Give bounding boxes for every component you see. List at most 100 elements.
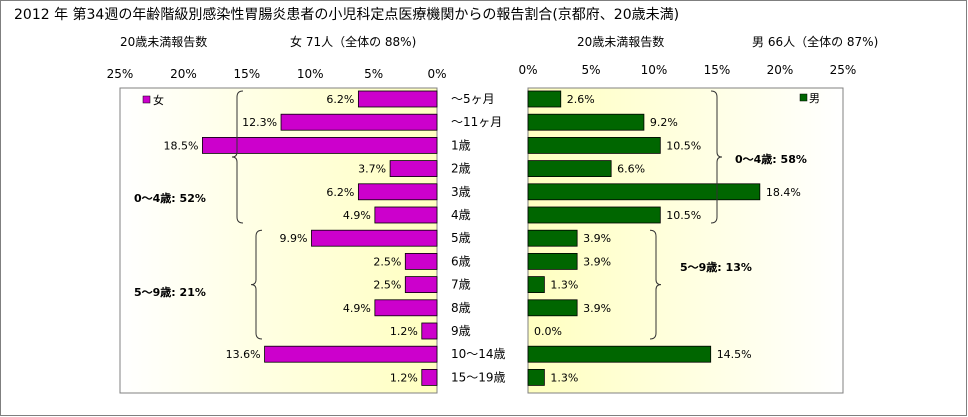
group-label: 0～4歳: 58% <box>735 152 807 166</box>
female-bar <box>374 206 438 224</box>
left-bars: 6.2%12.3%18.5%3.7%6.2%4.9%9.9%2.5%2.5%4.… <box>163 90 438 386</box>
female-value-label: 4.9% <box>343 209 371 222</box>
male-bar <box>527 136 661 154</box>
male-bar <box>527 206 661 224</box>
age-group-brackets: 0～4歳: 52% 5～9歳: 21% 0～4歳: 58% 5～9歳: 13% <box>134 90 807 340</box>
male-bar <box>527 345 712 363</box>
right-tick-label: 10% <box>641 63 668 77</box>
left-tick-label: 10% <box>297 67 324 81</box>
male-value-label: 0.0% <box>534 325 562 338</box>
male-value-label: 18.4% <box>766 186 801 199</box>
category-label: 3歳 <box>451 185 471 199</box>
category-label: ～5ヶ月 <box>451 92 495 106</box>
chart-title: 2012 年 第34週の年齢階級別感染性胃腸炎患者の小児科定点医療機関からの報告… <box>14 6 679 23</box>
male-value-label: 3.9% <box>583 302 611 315</box>
female-value-label: 3.7% <box>358 163 386 176</box>
right-header-label: 20歳未満報告数 <box>577 34 664 49</box>
male-bar <box>527 113 645 131</box>
male-bar <box>527 229 578 247</box>
right-tick-label: 20% <box>767 63 794 77</box>
left-tick-label: 0% <box>427 67 446 81</box>
category-label: 10～14歳 <box>451 347 506 361</box>
female-value-label: 2.5% <box>373 279 401 292</box>
female-value-label: 6.2% <box>326 186 354 199</box>
legend-female-label: 女 <box>153 93 164 107</box>
group-label: 0～4歳: 52% <box>134 191 206 205</box>
male-bar <box>527 276 545 294</box>
category-labels: ～5ヶ月 ～11ヶ月 1歳 2歳 3歳 4歳 5歳 6歳 7歳 8歳 9歳 10～14歳 15～19歳 <box>451 92 506 384</box>
right-bars: 2.6% 9.2% 10.5% 6.6% 18.4% 10.5% 3.9% 3.9% 1.3% 3… <box>527 90 801 386</box>
category-label: 6歳 <box>451 254 471 268</box>
category-label: 8歳 <box>451 301 471 315</box>
group-bracket <box>250 229 263 340</box>
male-value-label: 3.9% <box>583 232 611 245</box>
right-tick-label: 15% <box>704 63 731 77</box>
female-value-label: 2.5% <box>373 255 401 268</box>
legend-male: 男 <box>799 92 820 105</box>
left-header-summary: 女 71人（全体の 88%) <box>290 34 416 49</box>
male-value-label: 1.3% <box>550 279 578 292</box>
category-label: 2歳 <box>451 162 471 176</box>
left-tick-label: 20% <box>170 67 197 81</box>
left-tick-label: 15% <box>233 67 260 81</box>
legend-male-label: 男 <box>809 92 820 105</box>
right-tick-label: 25% <box>830 63 857 77</box>
category-label: 4歳 <box>451 208 471 222</box>
female-value-label: 4.9% <box>343 302 371 315</box>
female-value-label: 9.9% <box>280 232 308 245</box>
female-value-label: 18.5% <box>163 139 198 152</box>
female-bar <box>389 160 438 178</box>
legend-male-swatch <box>799 93 808 102</box>
male-value-label: 1.3% <box>550 371 578 384</box>
right-tick-label: 0% <box>518 63 537 77</box>
male-value-label: 14.5% <box>717 348 752 361</box>
category-label: 1歳 <box>451 138 471 152</box>
category-label: 15～19歳 <box>451 370 506 384</box>
female-value-label: 1.2% <box>390 325 418 338</box>
female-bar <box>421 322 438 340</box>
left-header-label: 20歳未満報告数 <box>120 34 207 49</box>
right-tick-label: 5% <box>581 63 600 77</box>
female-bar <box>202 136 438 154</box>
group-bracket <box>231 90 244 224</box>
category-label: 7歳 <box>451 278 471 292</box>
female-bar <box>421 368 438 386</box>
left-tick-label: 25% <box>107 67 134 81</box>
category-label: 9歳 <box>451 324 471 338</box>
female-value-label: 6.2% <box>326 93 354 106</box>
category-label: 5歳 <box>451 231 471 245</box>
male-value-label: 2.6% <box>567 93 595 106</box>
female-value-label: 13.6% <box>226 348 261 361</box>
female-bar <box>404 276 438 294</box>
legend-female-swatch <box>142 95 151 104</box>
male-bar <box>527 368 545 386</box>
male-value-label: 3.9% <box>583 255 611 268</box>
legend-female: 女 <box>142 93 164 107</box>
category-label: ～11ヶ月 <box>451 115 502 129</box>
female-bar <box>280 113 438 131</box>
female-bar <box>404 252 438 270</box>
male-value-label: 9.2% <box>650 116 678 129</box>
female-bar <box>374 299 438 317</box>
right-header-summary: 男 66人（全体の 87%) <box>752 34 878 49</box>
male-value-label: 10.5% <box>666 209 701 222</box>
female-bar <box>357 90 438 108</box>
female-bar <box>357 183 438 201</box>
male-bar <box>527 90 562 108</box>
male-bar <box>527 299 578 317</box>
group-label: 5～9歳: 21% <box>134 285 206 299</box>
female-bar <box>264 345 438 363</box>
male-value-label: 6.6% <box>617 163 645 176</box>
male-bar <box>527 252 578 270</box>
female-value-label: 12.3% <box>242 116 277 129</box>
male-bar <box>527 160 612 178</box>
female-bar <box>311 229 438 247</box>
group-bracket <box>649 229 662 340</box>
group-bracket <box>710 90 723 224</box>
left-tick-label: 5% <box>364 67 383 81</box>
female-value-label: 1.2% <box>390 371 418 384</box>
male-value-label: 10.5% <box>666 139 701 152</box>
group-label: 5～9歳: 13% <box>680 260 752 274</box>
male-bar <box>527 183 761 201</box>
